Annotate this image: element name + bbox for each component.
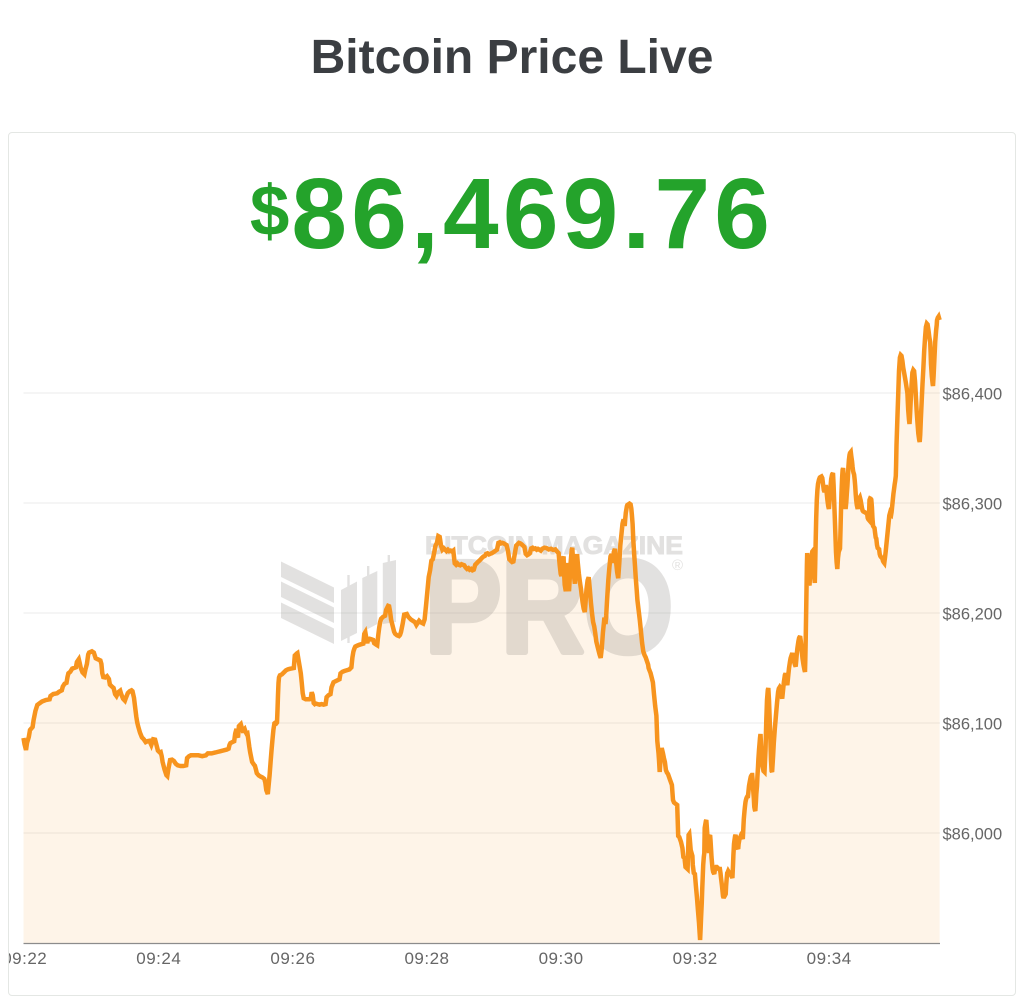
svg-text:$86,200: $86,200 xyxy=(943,606,1003,624)
svg-text:09:34: 09:34 xyxy=(807,949,852,968)
svg-text:09:32: 09:32 xyxy=(673,949,718,968)
svg-text:PRO: PRO xyxy=(425,533,673,680)
svg-text:09:24: 09:24 xyxy=(136,949,181,968)
svg-text:09:30: 09:30 xyxy=(539,949,584,968)
svg-text:09:26: 09:26 xyxy=(270,949,315,968)
svg-text:®: ® xyxy=(672,557,683,574)
svg-text:$86,000: $86,000 xyxy=(943,826,1003,844)
svg-text:09:28: 09:28 xyxy=(404,949,449,968)
svg-text:BITCOIN MAGAZINE: BITCOIN MAGAZINE xyxy=(425,532,683,560)
svg-text:$86,400: $86,400 xyxy=(943,386,1003,404)
svg-text:09:22: 09:22 xyxy=(2,949,47,968)
svg-text:$86,300: $86,300 xyxy=(943,496,1003,514)
svg-text:$86,100: $86,100 xyxy=(943,716,1003,734)
